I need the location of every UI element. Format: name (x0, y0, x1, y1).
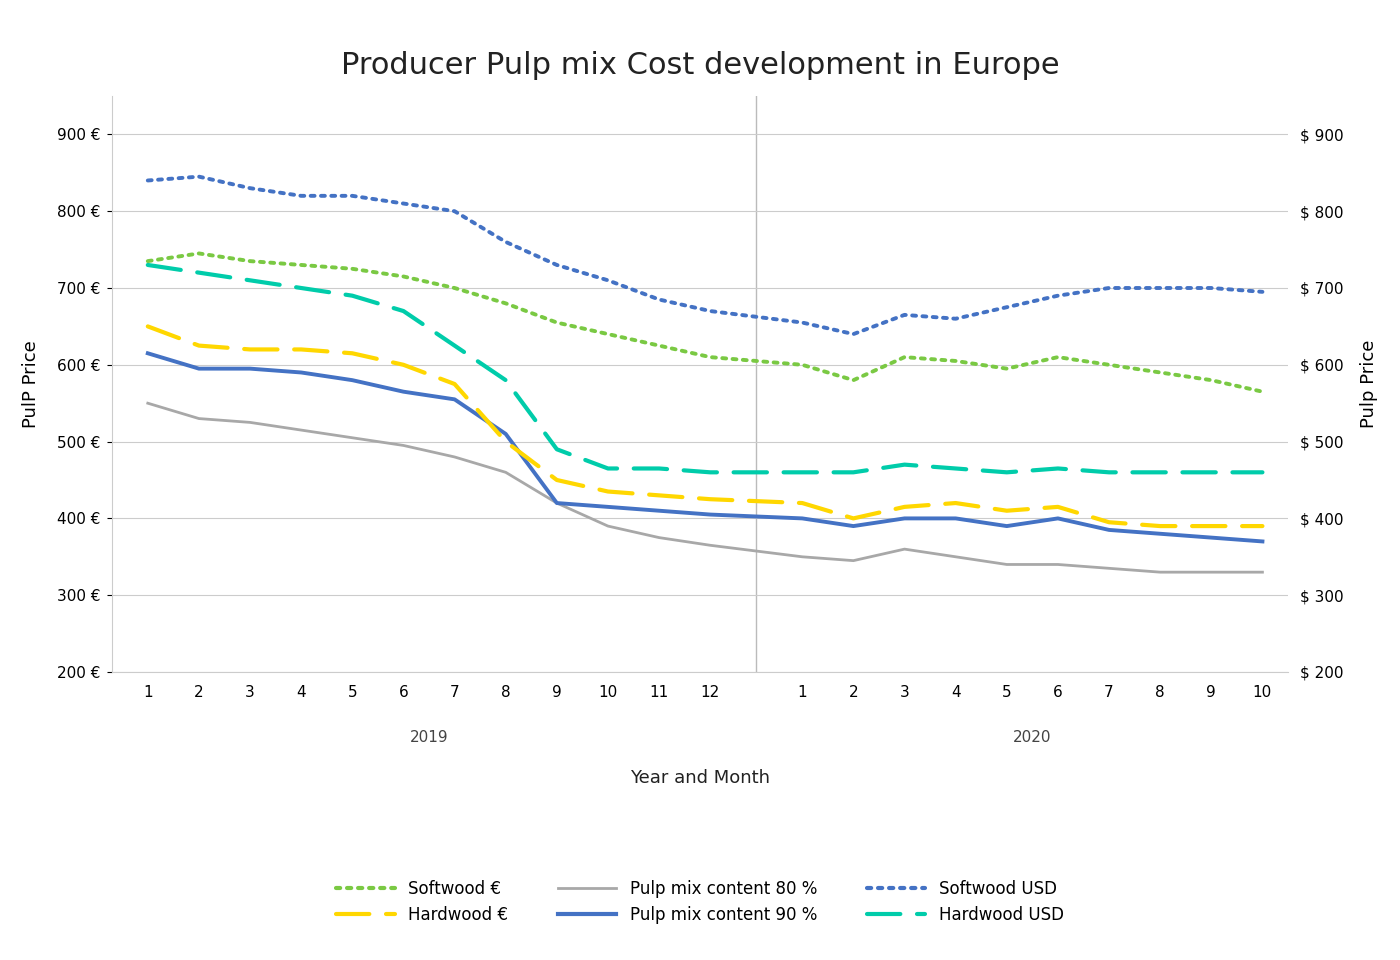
Text: 2019: 2019 (410, 731, 448, 745)
Text: Year and Month: Year and Month (630, 769, 770, 786)
Y-axis label: Pulp Price: Pulp Price (1359, 340, 1378, 428)
Legend: Softwood €, Hardwood €, Pulp mix content 80 %, Pulp mix content 90 %, Softwood U: Softwood €, Hardwood €, Pulp mix content… (328, 872, 1072, 932)
Title: Producer Pulp mix Cost development in Europe: Producer Pulp mix Cost development in Eu… (340, 51, 1060, 80)
Y-axis label: PulP Price: PulP Price (22, 340, 41, 428)
Text: 2020: 2020 (1014, 731, 1051, 745)
